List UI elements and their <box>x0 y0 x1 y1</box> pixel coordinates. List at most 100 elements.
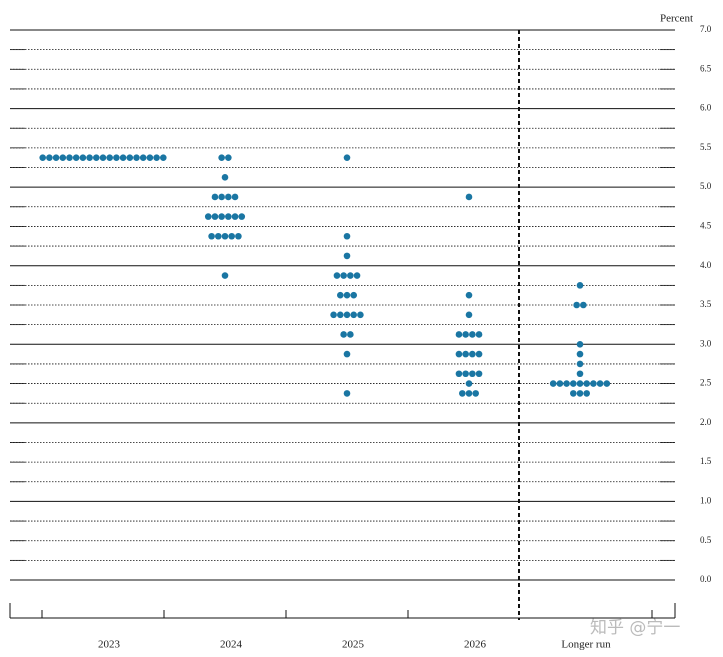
dot <box>343 154 351 161</box>
dot <box>475 350 483 358</box>
dot <box>225 154 232 161</box>
dot <box>238 213 246 220</box>
dot <box>357 311 364 319</box>
y-tick-label: 5.5 <box>700 142 712 152</box>
dot <box>455 331 463 338</box>
dot <box>465 311 473 319</box>
dot <box>472 390 480 397</box>
y-tick-label: 3.0 <box>700 338 712 348</box>
y-tick-label: 6.5 <box>700 63 712 73</box>
dot <box>455 370 463 378</box>
dot <box>462 370 469 378</box>
dot <box>462 350 469 358</box>
dot <box>340 272 347 279</box>
dot <box>153 154 160 161</box>
dot <box>343 390 351 397</box>
dot <box>465 291 473 299</box>
dot <box>46 154 53 161</box>
dot <box>333 272 341 279</box>
dot <box>347 272 354 279</box>
dot <box>52 154 60 161</box>
dot <box>59 154 67 161</box>
dot <box>72 154 80 161</box>
dot <box>231 193 239 201</box>
dot <box>221 232 229 240</box>
dot <box>215 232 222 240</box>
dot <box>570 390 577 397</box>
dot <box>211 213 219 220</box>
dot <box>221 272 229 279</box>
dot <box>218 193 225 201</box>
y-tick-label: 3.5 <box>700 299 712 309</box>
y-tick-label: 0.0 <box>700 574 712 584</box>
dot <box>66 154 73 161</box>
dot <box>576 350 584 358</box>
dot <box>225 213 232 220</box>
dot <box>79 154 87 161</box>
x-tick-label: Longer run <box>561 639 611 651</box>
dot <box>330 311 337 319</box>
dot <box>570 380 577 387</box>
dot <box>549 380 557 387</box>
dot <box>576 390 584 397</box>
dot <box>353 272 361 279</box>
dot <box>576 370 584 378</box>
dot <box>603 380 611 387</box>
y-tick-label: 2.5 <box>700 378 712 388</box>
dot <box>126 154 134 161</box>
dot <box>231 213 239 220</box>
dot <box>459 390 466 397</box>
dot <box>343 311 351 319</box>
dot <box>119 154 127 161</box>
dot <box>583 380 590 387</box>
y-tick-label: 2.0 <box>700 417 712 427</box>
dot <box>576 380 584 387</box>
dot <box>146 154 154 161</box>
dot <box>93 154 100 161</box>
dot <box>106 154 113 161</box>
dot <box>475 370 483 378</box>
dot <box>347 331 354 338</box>
dot <box>218 154 225 161</box>
y-tick-label: 0.5 <box>700 535 712 545</box>
dot <box>204 213 212 220</box>
y-tick-label: 4.0 <box>700 260 712 270</box>
dot <box>469 331 476 338</box>
dot <box>573 301 580 309</box>
dot <box>350 311 358 319</box>
dot <box>465 193 473 201</box>
x-tick-label: 2025 <box>342 639 365 651</box>
dot <box>343 291 351 299</box>
dot <box>139 154 147 161</box>
dot <box>225 193 232 201</box>
y-tick-label: 6.0 <box>700 103 712 113</box>
dot <box>39 154 46 161</box>
dot <box>133 154 140 161</box>
dot <box>583 390 590 397</box>
dot <box>228 232 235 240</box>
dot <box>218 213 225 220</box>
x-tick-label: 2023 <box>98 639 121 651</box>
dot <box>337 291 344 299</box>
y-tick-label: 5.0 <box>700 181 712 191</box>
dot <box>455 350 463 358</box>
dot <box>465 380 473 387</box>
dot <box>590 380 597 387</box>
dot <box>576 282 584 289</box>
dot <box>221 174 229 181</box>
dot <box>556 380 564 387</box>
y-axis-label: Percent <box>660 13 693 25</box>
x-tick-label: 2024 <box>220 639 243 651</box>
y-tick-label: 7.0 <box>700 24 712 34</box>
dot <box>475 331 483 338</box>
dot <box>350 291 358 299</box>
dot <box>235 232 242 240</box>
dot <box>208 232 215 240</box>
dot <box>113 154 120 161</box>
dot <box>343 232 351 240</box>
x-tick-label: 2026 <box>464 639 487 651</box>
dot <box>343 252 351 260</box>
dot <box>86 154 93 161</box>
y-tick-label: 1.5 <box>700 456 712 466</box>
